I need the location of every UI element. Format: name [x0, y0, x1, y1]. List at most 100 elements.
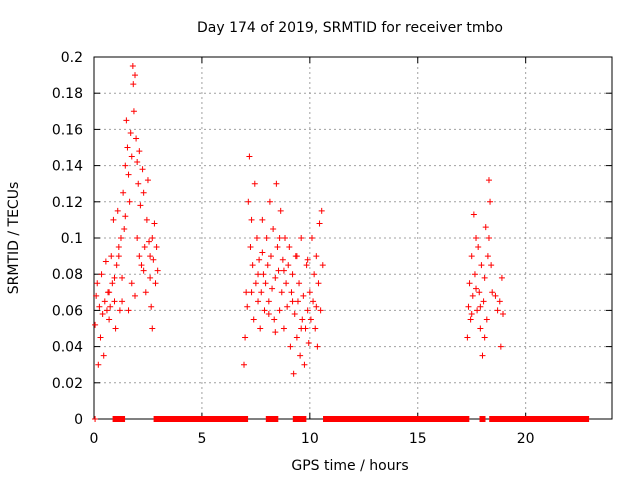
data-point [116, 307, 123, 314]
data-point [93, 292, 100, 299]
zero-value-band [479, 416, 486, 422]
data-point [117, 235, 124, 241]
data-point [146, 238, 153, 245]
data-point [92, 416, 99, 422]
zero-value-band [153, 416, 249, 422]
data-point [262, 280, 269, 287]
data-point [122, 162, 129, 169]
data-point [284, 303, 291, 310]
data-point [97, 334, 104, 341]
data-point [255, 298, 262, 305]
data-point [477, 303, 484, 310]
data-point [122, 213, 129, 220]
data-point [259, 216, 266, 223]
data-point [98, 271, 105, 278]
data-point [312, 325, 319, 332]
data-point [241, 361, 248, 368]
data-point [94, 280, 101, 287]
data-point [111, 298, 118, 305]
data-point [272, 274, 279, 281]
data-point [277, 207, 284, 214]
data-point [125, 171, 132, 178]
data-point [492, 292, 499, 299]
data-point [293, 334, 300, 341]
data-point [92, 321, 99, 328]
data-point [138, 262, 145, 269]
data-point [265, 311, 272, 318]
data-point [261, 307, 268, 314]
data-point [477, 325, 484, 332]
y-tick-label: 0.02 [52, 376, 83, 392]
data-point [111, 274, 118, 281]
data-point [126, 198, 133, 205]
data-point [276, 307, 283, 314]
data-point [471, 271, 478, 278]
data-point [258, 289, 265, 296]
zero-value-band [292, 416, 307, 422]
data-point [294, 298, 301, 305]
data-point [282, 235, 289, 241]
data-point [140, 189, 147, 196]
data-point [483, 316, 490, 323]
data-point [147, 253, 154, 260]
data-point [119, 298, 126, 305]
axis-ticks: 0 0.02 0.04 0.06 0.08 0.1 0.12 0.14 0.16 0.18 0.2 0… [52, 50, 612, 447]
data-point [263, 235, 270, 241]
data-point [253, 235, 260, 241]
zero-value-band [489, 416, 504, 422]
data-point [304, 256, 311, 263]
data-point [264, 262, 271, 269]
data-point [497, 343, 504, 350]
data-point [153, 244, 160, 251]
data-point [103, 307, 110, 314]
data-point [137, 202, 144, 209]
data-point [151, 220, 158, 227]
data-point [100, 352, 107, 359]
x-tick-label: 0 [90, 431, 99, 447]
data-point [319, 262, 326, 269]
data-point [251, 180, 258, 187]
data-point [260, 271, 267, 278]
data-point [465, 303, 472, 310]
data-point [290, 370, 297, 377]
data-point [96, 303, 103, 310]
data-point [246, 153, 253, 160]
data-point [129, 63, 136, 70]
data-point [265, 298, 272, 305]
data-point [298, 235, 305, 241]
data-point [130, 81, 137, 88]
data-point [110, 216, 117, 223]
data-point [149, 235, 156, 241]
data-point [500, 311, 507, 318]
x-axis-label: GPS time / hours [291, 458, 408, 474]
data-point [242, 334, 249, 341]
data-point [256, 256, 263, 263]
data-point [248, 216, 255, 223]
gridlines [94, 57, 612, 419]
data-point [299, 316, 306, 323]
data-point [487, 198, 494, 205]
data-point [257, 325, 264, 332]
data-point [475, 244, 482, 251]
data-point [301, 361, 308, 368]
y-tick-label: 0.2 [61, 50, 83, 66]
data-point [136, 148, 143, 155]
data-point [313, 253, 320, 260]
data-point [317, 307, 324, 314]
data-point [244, 303, 251, 310]
data-point [154, 267, 161, 274]
data-point [293, 253, 300, 260]
data-point [149, 325, 156, 332]
data-point [249, 262, 256, 269]
zero-value-band [498, 416, 590, 422]
data-point [479, 352, 486, 359]
data-points [92, 63, 590, 422]
data-point [315, 280, 322, 287]
data-point [255, 271, 262, 278]
data-point [310, 298, 317, 305]
y-axis-label: SRMTID / TECUs [6, 182, 22, 295]
data-point [266, 198, 273, 205]
data-point [107, 303, 114, 310]
y-tick-label: 0 [74, 412, 83, 428]
